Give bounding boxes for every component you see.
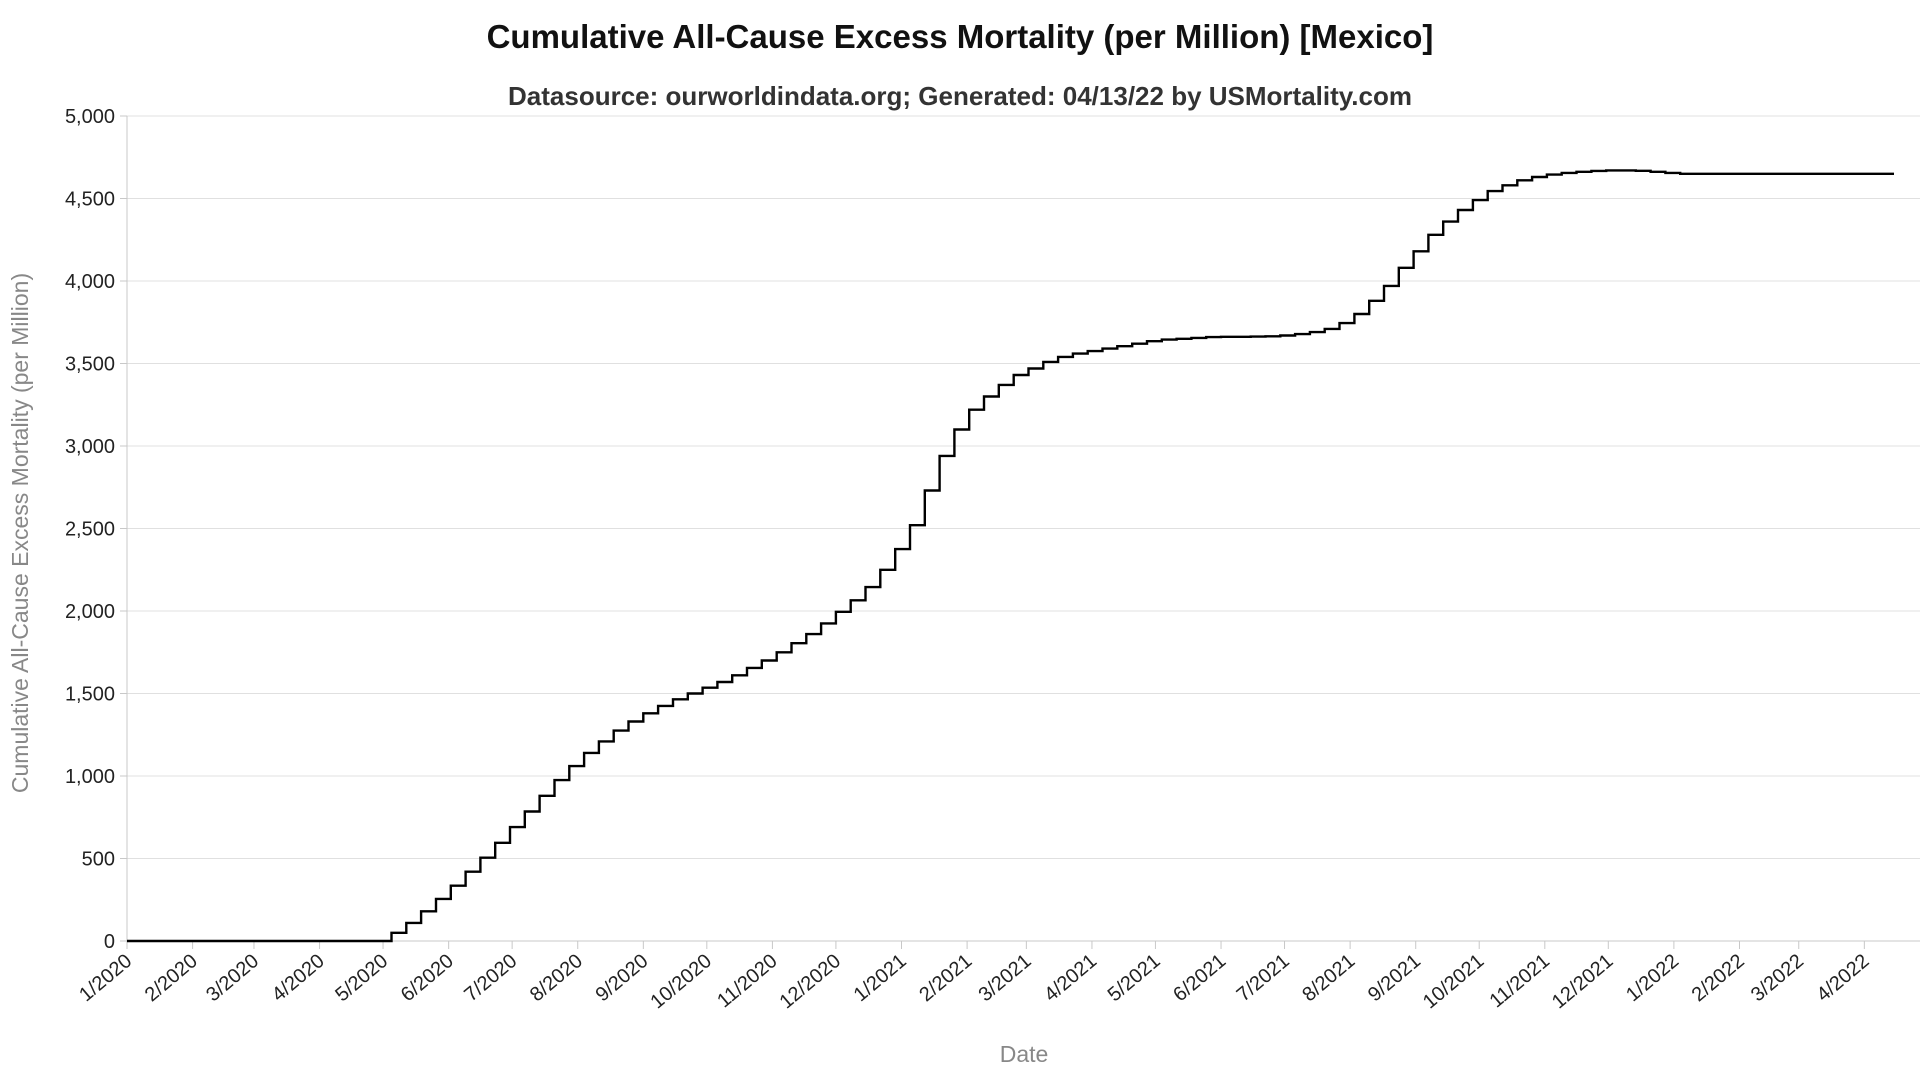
x-tick-label: 9/2020 bbox=[592, 950, 653, 1006]
x-tick-label: 11/2020 bbox=[713, 950, 781, 1012]
x-tick-label: 3/2020 bbox=[202, 950, 263, 1006]
x-tick-label: 3/2021 bbox=[975, 950, 1036, 1006]
y-tick-label: 3,000 bbox=[65, 436, 115, 458]
y-tick-label: 500 bbox=[82, 849, 115, 871]
x-tick-label: 11/2021 bbox=[1486, 950, 1554, 1012]
x-tick-label: 1/2022 bbox=[1622, 950, 1683, 1006]
axes bbox=[120, 115, 1920, 949]
y-tick-labels: 0 500 1,000 1,500 2,000 2,500 3,000 3,500 4,000 4… bbox=[65, 106, 115, 953]
x-tick-label: 1/2020 bbox=[75, 950, 136, 1006]
y-tick-label: 1,000 bbox=[65, 766, 115, 788]
chart-subtitle: Datasource: ourworldindata.org; Generate… bbox=[508, 81, 1412, 111]
x-tick-labels: 1/2020 2/2020 3/2020 4/2020 5/2020 6/2020 7/20… bbox=[75, 950, 1873, 1013]
x-tick-label: 12/2021 bbox=[1548, 950, 1618, 1013]
x-tick-label: 12/2020 bbox=[776, 950, 846, 1013]
x-tick-label: 4/2022 bbox=[1813, 950, 1874, 1006]
x-tick-label: 7/2021 bbox=[1233, 950, 1294, 1006]
y-tick-label: 0 bbox=[104, 931, 115, 953]
x-tick-label: 5/2020 bbox=[331, 950, 392, 1006]
x-tick-label: 6/2020 bbox=[397, 950, 458, 1006]
x-tick-label: 3/2022 bbox=[1747, 950, 1808, 1006]
x-tick-label: 2/2020 bbox=[141, 950, 202, 1006]
series-group bbox=[126, 169, 1895, 943]
x-tick-label: 10/2021 bbox=[1419, 950, 1489, 1013]
y-axis-title: Cumulative All-Cause Excess Mortality (p… bbox=[7, 273, 33, 793]
x-axis-title: Date bbox=[1000, 1041, 1049, 1067]
x-tick-label: 6/2021 bbox=[1169, 950, 1230, 1006]
x-tick-label: 1/2021 bbox=[850, 950, 911, 1006]
x-tick-label: 10/2020 bbox=[647, 950, 717, 1013]
x-tick-label: 5/2021 bbox=[1104, 950, 1165, 1006]
y-tick-label: 1,500 bbox=[65, 684, 115, 706]
x-tick-label: 8/2021 bbox=[1298, 950, 1359, 1006]
series-line bbox=[127, 169, 1894, 943]
x-tick-label: 2/2022 bbox=[1688, 950, 1749, 1006]
gridlines bbox=[127, 115, 1920, 859]
y-tick-label: 4,500 bbox=[65, 189, 115, 211]
x-tick-label: 7/2020 bbox=[460, 950, 521, 1006]
x-tick-label: 2/2021 bbox=[915, 950, 976, 1006]
x-tick-label: 4/2020 bbox=[268, 950, 329, 1006]
x-tick-label: 9/2021 bbox=[1364, 950, 1425, 1006]
x-tick-label: 8/2020 bbox=[526, 950, 587, 1006]
y-tick-label: 3,500 bbox=[65, 354, 115, 376]
x-tick-label: 4/2021 bbox=[1040, 950, 1101, 1006]
y-tick-label: 5,000 bbox=[65, 106, 115, 128]
chart-title: Cumulative All-Cause Excess Mortality (p… bbox=[487, 18, 1434, 55]
y-tick-label: 2,500 bbox=[65, 519, 115, 541]
y-tick-label: 2,000 bbox=[65, 601, 115, 623]
y-tick-label: 4,000 bbox=[65, 271, 115, 293]
